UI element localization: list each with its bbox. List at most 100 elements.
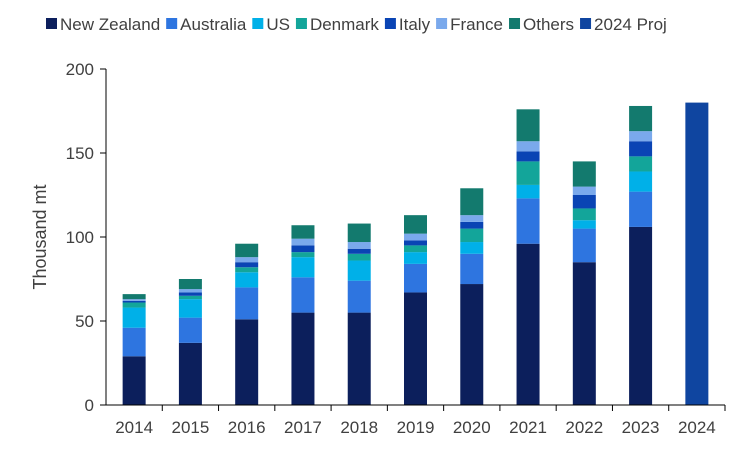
bar-segment bbox=[404, 263, 427, 293]
bar-segment bbox=[347, 280, 371, 313]
bar-segment bbox=[404, 292, 427, 405]
legend-label: New Zealand bbox=[60, 15, 160, 34]
bar-segment bbox=[572, 208, 596, 221]
bar-segment bbox=[291, 225, 315, 239]
bar-segment bbox=[122, 299, 146, 301]
bar-segment bbox=[178, 295, 202, 300]
bar-segment bbox=[460, 242, 484, 254]
bar-segment bbox=[572, 220, 596, 229]
x-tick-label: 2022 bbox=[565, 418, 603, 437]
x-tick-label: 2015 bbox=[171, 418, 209, 437]
legend: New Zealand Australia US Denmark Italy France… bbox=[46, 15, 667, 34]
bar-segment bbox=[460, 253, 484, 285]
x-tick-label: 2018 bbox=[340, 418, 378, 437]
bar-segment bbox=[516, 184, 540, 199]
bar-segment bbox=[460, 215, 484, 222]
bar-segment bbox=[404, 215, 427, 234]
bar-segment bbox=[291, 238, 315, 246]
legend-swatch bbox=[295, 18, 307, 29]
bar-segment bbox=[122, 294, 146, 300]
y-axis-ticks: 0 50 100 150 200 bbox=[66, 60, 106, 415]
bar-segment bbox=[178, 342, 202, 405]
legend-label: US bbox=[266, 15, 290, 34]
legend-label: Australia bbox=[180, 15, 247, 34]
x-tick-label: 2021 bbox=[509, 418, 547, 437]
bar-segment bbox=[347, 242, 371, 249]
bars bbox=[122, 102, 709, 405]
bar-segment bbox=[235, 243, 259, 258]
legend-swatch bbox=[436, 18, 448, 29]
bar-segment bbox=[516, 109, 540, 142]
bar-segment bbox=[178, 317, 202, 343]
bar-segment bbox=[347, 248, 371, 254]
bar-segment bbox=[122, 300, 146, 303]
y-tick-label: 0 bbox=[85, 396, 94, 415]
legend-label: Denmark bbox=[310, 15, 379, 34]
bar-segment bbox=[460, 228, 484, 243]
bar-segment bbox=[347, 260, 371, 281]
bar-segment bbox=[291, 252, 315, 258]
y-tick-label: 200 bbox=[66, 60, 94, 79]
legend-swatch bbox=[252, 18, 264, 29]
bar-segment bbox=[685, 102, 709, 405]
bar-segment bbox=[629, 171, 653, 192]
bar-segment bbox=[235, 257, 259, 263]
legend-swatch bbox=[509, 18, 521, 29]
y-tick-label: 50 bbox=[75, 312, 94, 331]
bar-segment bbox=[235, 262, 259, 268]
bar-segment bbox=[122, 307, 146, 328]
bar-segment bbox=[572, 195, 596, 209]
bar-segment bbox=[629, 191, 653, 227]
x-axis-ticks: 2014 2015 2016 2017 2018 2019 2020 2021 2022 2023… bbox=[115, 405, 726, 437]
bar-segment bbox=[404, 240, 427, 246]
legend-label: France bbox=[450, 15, 503, 34]
bar-segment bbox=[122, 302, 146, 308]
bar-segment bbox=[235, 287, 259, 320]
legend-swatch bbox=[166, 18, 178, 29]
legend-label: Others bbox=[523, 15, 574, 34]
bar-segment bbox=[178, 292, 202, 296]
bar-segment bbox=[572, 228, 596, 263]
bar-segment bbox=[516, 198, 540, 244]
bar-segment bbox=[572, 161, 596, 187]
legend-label: 2024 Proj bbox=[594, 15, 667, 34]
bar-segment bbox=[178, 279, 202, 290]
x-tick-label: 2019 bbox=[397, 418, 435, 437]
bar-segment bbox=[291, 245, 315, 253]
x-tick-label: 2014 bbox=[115, 418, 153, 437]
bar-segment bbox=[516, 151, 540, 162]
bar-segment bbox=[235, 267, 259, 273]
bar-segment bbox=[460, 188, 484, 216]
y-axis-label: Thousand mt bbox=[30, 184, 50, 289]
bar-segment bbox=[516, 243, 540, 405]
bar-segment bbox=[235, 272, 259, 288]
bar-segment bbox=[516, 141, 540, 152]
y-tick-label: 100 bbox=[66, 228, 94, 247]
x-tick-label: 2024 bbox=[678, 418, 716, 437]
bar-segment bbox=[629, 131, 653, 142]
bar-segment bbox=[572, 262, 596, 405]
legend-swatch bbox=[580, 18, 592, 29]
bar-segment bbox=[404, 245, 427, 253]
x-tick-label: 2020 bbox=[453, 418, 491, 437]
legend-label: Italy bbox=[399, 15, 431, 34]
bar-segment bbox=[460, 221, 484, 229]
bar-segment bbox=[178, 289, 202, 293]
bar-segment bbox=[516, 161, 540, 185]
bar-segment bbox=[347, 312, 371, 405]
bar-segment bbox=[235, 319, 259, 405]
bar-segment bbox=[291, 277, 315, 313]
bar-segment bbox=[629, 156, 653, 172]
bar-segment bbox=[122, 327, 146, 357]
bar-segment bbox=[291, 257, 315, 278]
bar-segment bbox=[404, 252, 427, 264]
bar-segment bbox=[629, 226, 653, 405]
bar-segment bbox=[629, 141, 653, 157]
x-tick-label: 2023 bbox=[622, 418, 660, 437]
legend-swatch bbox=[384, 18, 396, 29]
legend-swatch bbox=[46, 18, 57, 29]
x-tick-label: 2017 bbox=[284, 418, 322, 437]
bar-segment bbox=[629, 105, 653, 132]
bar-segment bbox=[572, 186, 596, 195]
